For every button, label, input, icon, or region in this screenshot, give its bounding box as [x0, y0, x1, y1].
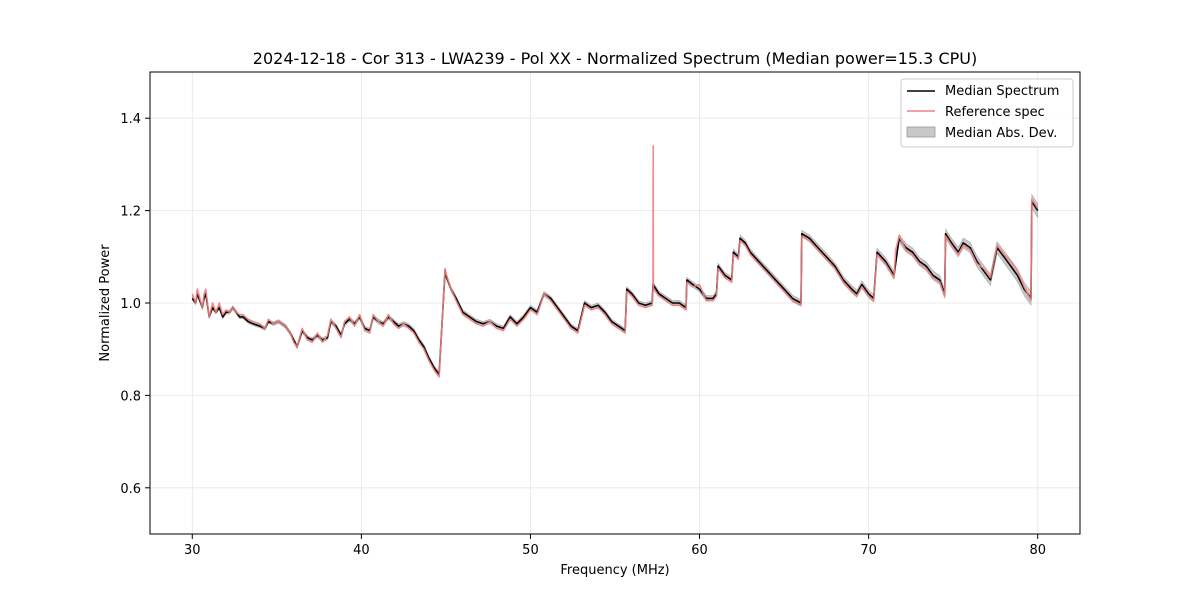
y-tick-label: 1.0 [120, 297, 141, 312]
x-tick-label: 60 [691, 543, 708, 558]
y-tick-label: 1.4 [120, 112, 141, 127]
x-tick-label: 70 [860, 543, 877, 558]
legend-reference-label: Reference spec [945, 105, 1045, 120]
x-axis-ticks: 30 40 50 60 70 80 [184, 534, 1046, 558]
x-tick-label: 50 [522, 543, 539, 558]
x-tick-label: 80 [1029, 543, 1046, 558]
legend-box [900, 78, 1074, 148]
reference-series-layer [191, 145, 1039, 378]
y-axis-label: Normalized Power [98, 244, 113, 362]
x-tick-label: 30 [184, 543, 201, 558]
x-tick-label: 40 [353, 543, 370, 558]
reference-spectrum-line [191, 145, 1039, 378]
legend-median-label: Median Spectrum [945, 84, 1059, 99]
y-axis-ticks: 0.6 0.8 1.0 1.2 1.4 [120, 112, 150, 497]
legend: Median Spectrum Reference spec Median Ab… [900, 78, 1074, 148]
y-tick-label: 0.8 [120, 389, 141, 404]
x-axis-label: Frequency (MHz) [560, 563, 669, 578]
legend-mad-swatch [906, 126, 936, 138]
legend-mad-label: Median Abs. Dev. [945, 126, 1057, 141]
y-tick-label: 0.6 [120, 482, 141, 497]
y-tick-label: 1.2 [120, 205, 141, 220]
chart-title: 2024-12-18 - Cor 313 - LWA239 - Pol XX -… [253, 49, 977, 68]
